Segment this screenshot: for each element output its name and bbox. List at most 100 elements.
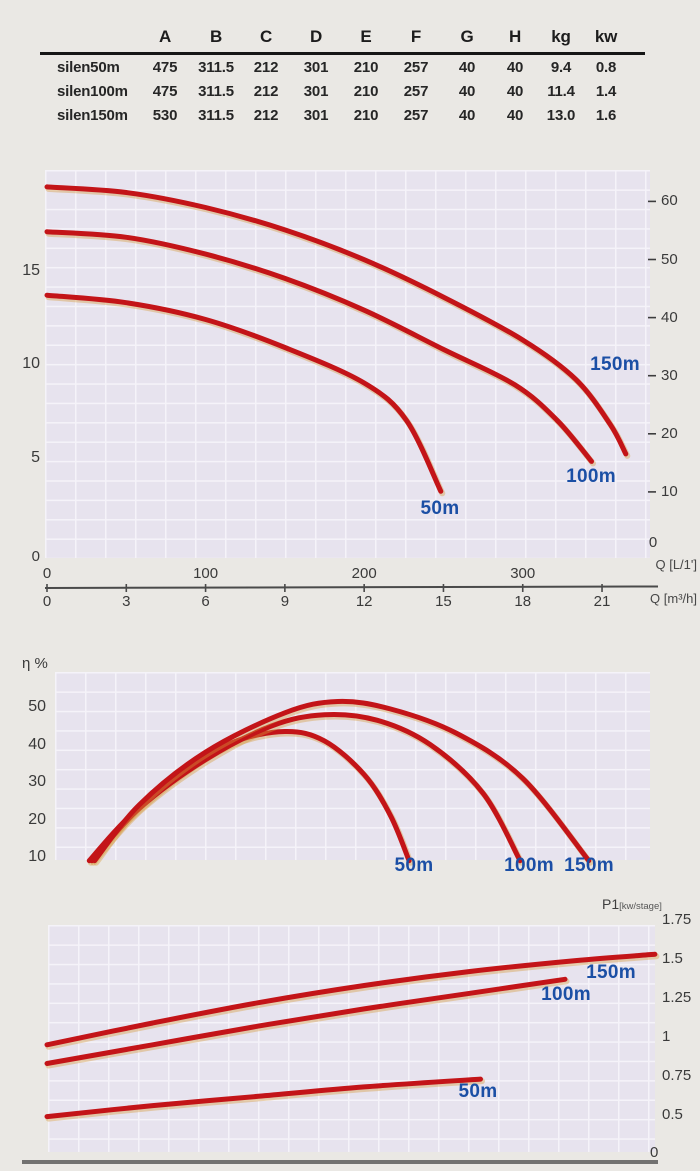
hq-right-tick-label: 60 — [661, 192, 678, 210]
hq-x-tick-label-m3h: 18 — [514, 593, 532, 610]
table-header-cell: H — [508, 27, 522, 46]
table-cell: 40 — [458, 106, 476, 124]
hq-left-axis-zero: 0 — [31, 548, 40, 565]
power-y-tick-label: 0.75 — [662, 1067, 692, 1084]
table-cell: 9.4 — [550, 58, 572, 76]
eff-curve-halo-50m — [87, 730, 414, 866]
table-header-cell: kw — [594, 27, 618, 46]
table-header-cell: A — [158, 27, 172, 46]
hq-x-tick-label-m3h: 9 — [280, 593, 290, 610]
table-cell: 530 — [152, 106, 178, 124]
table-cell: 1.6 — [595, 106, 617, 124]
hq-right-tick-label: 40 — [661, 308, 678, 326]
hq-right-axis-zero: 0 — [648, 534, 658, 551]
power-axis-label-main: P1 — [602, 896, 620, 912]
table-cell: 257 — [403, 106, 429, 124]
hq-x-tick-label-m3h: 15 — [435, 593, 452, 610]
power-series-label-50m: 50m — [458, 1081, 498, 1102]
table-row: silen150m 530 311.5 212 301 210 257 40 40 13.0 1.6 — [40, 103, 645, 127]
table-cell: 40 — [458, 58, 476, 76]
hq-right-tick-label: 10 — [661, 482, 678, 500]
power-axis-label: P1[kw/stage] — [602, 896, 662, 912]
efficiency-y-tick-label: 30 — [28, 773, 46, 791]
table-header-cell: D — [309, 27, 323, 46]
page-bottom-rule — [22, 1160, 658, 1164]
power-y-tick-label: 1 — [662, 1028, 671, 1045]
power-curve-50m — [44, 1076, 483, 1120]
hq-left-tick-label: 15 — [22, 261, 40, 279]
eff-curve-150m — [92, 698, 592, 864]
table-row-label: silen50m — [57, 58, 120, 76]
table-header-cell: E — [360, 27, 372, 46]
power-curve-100m — [44, 976, 568, 1066]
table-cell: 210 — [353, 58, 379, 76]
hq-right-tick-label: 20 — [661, 424, 678, 442]
hq-x-tick-label-m3h: 12 — [355, 593, 373, 610]
table-cell: 311.5 — [198, 82, 234, 100]
table-cell: 0.8 — [595, 58, 617, 76]
power-y-tick-label: 1.25 — [662, 989, 692, 1006]
table-cell: 40 — [506, 82, 524, 100]
hq-x-tick-label-m3h: 6 — [201, 593, 210, 610]
table-cell: 301 — [303, 82, 329, 100]
table-cell: 40 — [506, 106, 524, 124]
hq-x-tick-label-lmin: 0 — [42, 565, 52, 582]
table-cell: 475 — [152, 58, 178, 76]
table-row-label: silen150m — [57, 106, 128, 124]
hq-left-tick-label: 5 — [31, 448, 40, 466]
efficiency-y-tick-label: 40 — [28, 735, 46, 753]
hq-chart-plot-area — [45, 170, 650, 558]
table-header-cell: kg — [551, 27, 571, 46]
hq-curve-halo-100m — [45, 230, 596, 467]
hq-right-tick-label: 30 — [661, 366, 678, 384]
table-cell: 212 — [253, 106, 279, 124]
table-cell: 212 — [253, 82, 279, 100]
table-cell: 210 — [353, 106, 379, 124]
table-row-label: silen100m — [57, 82, 128, 100]
hq-xaxis-label-m3h: Q [m³/h] — [650, 591, 697, 606]
hq-x-tick-label-lmin: 100 — [193, 565, 219, 582]
power-curve-150m — [44, 951, 658, 1048]
power-y-tick-label: 0.5 — [662, 1106, 683, 1123]
hq-curve-50m — [44, 292, 444, 494]
hq-left-tick-label: 10 — [22, 355, 40, 373]
hq-x-axis-line — [44, 585, 659, 589]
efficiency-y-tick-label: 50 — [28, 698, 46, 716]
power-y-tick-label: 1.5 — [662, 950, 683, 967]
eff-series-label-150m: 150m — [564, 855, 614, 876]
table-cell: 311.5 — [198, 106, 234, 124]
hq-series-label-100m: 100m — [566, 466, 616, 487]
eff-curve-50m — [86, 728, 412, 864]
efficiency-chart-plot-area — [55, 672, 650, 860]
power-y-tick-label: 1.75 — [662, 911, 692, 928]
table-cell: 1.4 — [595, 82, 617, 100]
efficiency-y-tick-label: 10 — [28, 848, 46, 865]
table-cell: 257 — [403, 58, 429, 76]
hq-right-tick-label: 50 — [661, 250, 678, 268]
table-cell: 40 — [458, 82, 476, 100]
table-row: silen50m 475 311.5 212 301 210 257 40 40 9.4 0.8 — [40, 55, 645, 79]
efficiency-y-tick-label: 20 — [28, 810, 46, 828]
hq-series-label-50m: 50m — [420, 498, 460, 519]
power-axis-zero: 0 — [650, 1144, 659, 1161]
hq-x-tick-label-m3h: 21 — [593, 593, 611, 610]
hq-series-label-150m: 150m — [590, 354, 640, 375]
hq-curve-150m — [44, 184, 629, 457]
eff-series-label-50m: 50m — [394, 855, 434, 876]
table-cell: 475 — [152, 82, 178, 100]
table-cell: 212 — [253, 58, 279, 76]
table-row: silen100m 475 311.5 212 301 210 257 40 40 11.4 1.4 — [40, 79, 645, 103]
table-cell: 311.5 — [198, 58, 234, 76]
hq-curve-100m — [44, 229, 594, 464]
power-axis-label-unit: [kw/stage] — [619, 901, 662, 912]
table-cell: 301 — [303, 106, 329, 124]
hq-x-tick-label-m3h: 3 — [122, 593, 131, 610]
table-cell: 257 — [403, 82, 429, 100]
table-cell: 40 — [506, 58, 524, 76]
table-header-cell: F — [410, 27, 422, 46]
table-header-cell: G — [460, 27, 474, 46]
eff-curve-halo-150m — [93, 700, 594, 866]
